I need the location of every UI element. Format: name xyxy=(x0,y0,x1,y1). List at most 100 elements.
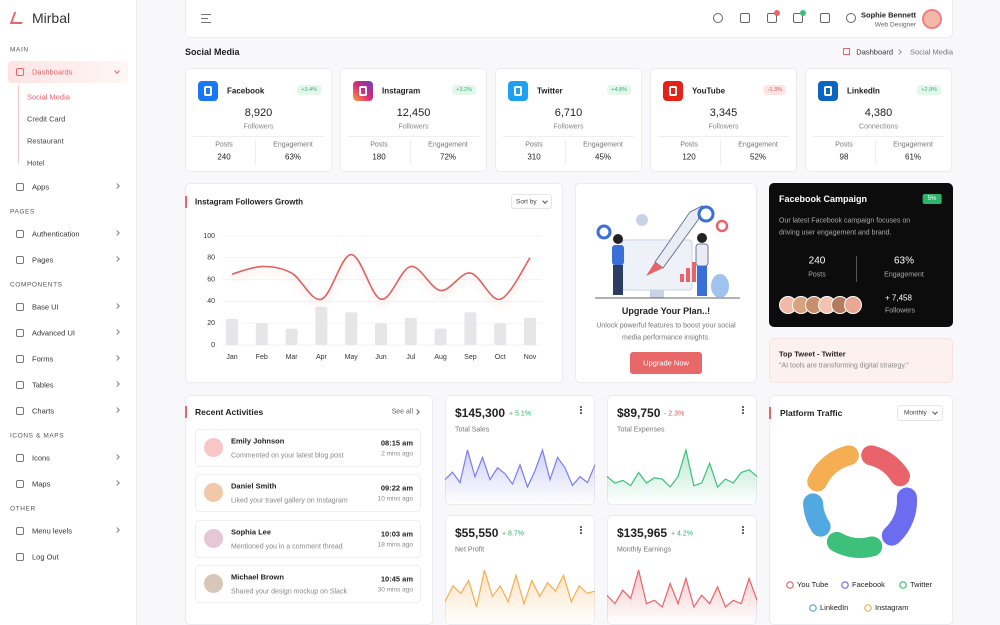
stat-value: $145,300 xyxy=(455,406,506,420)
activity-avatar xyxy=(204,483,223,503)
menu-dot[interactable] xyxy=(580,406,582,408)
social-icon-mark xyxy=(359,86,367,96)
menu-item[interactable]: Icons xyxy=(32,453,50,463)
header-icon[interactable] xyxy=(820,13,830,23)
menu-dot[interactable] xyxy=(742,529,744,531)
stat-label: Total Expenses xyxy=(617,426,665,434)
divider xyxy=(658,136,789,137)
menu-dot[interactable] xyxy=(580,409,582,411)
stat-label: Monthly Earnings xyxy=(617,546,672,554)
tweet-title: Top Tweet - Twitter xyxy=(779,349,846,359)
change-badge: +3.2% xyxy=(452,85,476,95)
menu-item[interactable]: Tables xyxy=(32,380,54,390)
submenu-item[interactable]: Social Media xyxy=(27,92,70,102)
count-label: Followers xyxy=(398,123,429,131)
menu-item[interactable]: Authentication xyxy=(32,229,80,239)
logo: Mirbal xyxy=(32,10,71,26)
submenu-item[interactable]: Hotel xyxy=(27,158,45,168)
stat-value: 61% xyxy=(904,152,922,162)
menu-dot[interactable] xyxy=(742,406,744,408)
campaign-text: driving user engagement and brand. xyxy=(779,229,892,237)
sort-label[interactable]: Sort by xyxy=(516,198,537,205)
sidebar xyxy=(0,0,137,625)
activity-item xyxy=(195,429,421,467)
title-accent xyxy=(185,196,187,208)
campaign-title: Facebook Campaign xyxy=(779,194,868,204)
upgrade-button-label[interactable]: Upgrade Now xyxy=(643,358,689,368)
header-icon[interactable] xyxy=(713,13,723,23)
count-label: Connections xyxy=(859,123,898,131)
section-title: ICONS & MAPS xyxy=(10,432,65,440)
period-label[interactable]: Monthly xyxy=(904,409,927,417)
menu-item[interactable]: Advanced UI xyxy=(32,328,75,338)
stat-label: Posts xyxy=(525,141,543,149)
stat-label: Posts xyxy=(215,141,233,149)
social-name: YouTube xyxy=(692,86,726,96)
breadcrumb-link[interactable]: Dashboard xyxy=(856,47,893,57)
divider xyxy=(813,136,944,137)
menu-toggle[interactable] xyxy=(201,14,211,15)
upgrade-button[interactable] xyxy=(630,352,702,374)
tweet-quote: "AI tools are transforming digital strat… xyxy=(779,362,909,370)
activity-item xyxy=(195,474,421,513)
period-button[interactable] xyxy=(897,405,943,421)
divider xyxy=(409,140,411,164)
menu-item[interactable]: Charts xyxy=(32,406,55,416)
menu-item[interactable]: Pages xyxy=(32,255,54,265)
menu-item[interactable]: Forms xyxy=(32,354,54,364)
menu-toggle[interactable] xyxy=(201,18,208,19)
section-title: COMPONENTS xyxy=(10,281,63,289)
stat-change: + 8.7% xyxy=(502,530,524,538)
activity-text: Shared your design mockup on Slack xyxy=(231,588,347,596)
menu-item[interactable]: Log Out xyxy=(32,552,59,562)
sort-button[interactable] xyxy=(511,194,552,209)
menu-item[interactable]: Base UI xyxy=(32,302,59,312)
avatar[interactable] xyxy=(922,9,942,29)
header-icon[interactable] xyxy=(793,13,803,23)
activity-ago: 2 mins ago xyxy=(381,450,413,458)
change-badge: +2.9% xyxy=(917,85,941,95)
see-all[interactable]: See all xyxy=(391,408,413,416)
social-icon xyxy=(198,81,218,101)
menu-dot[interactable] xyxy=(580,529,582,531)
stat-label: Posts xyxy=(370,141,388,149)
activity-item xyxy=(195,564,421,603)
stat-label: Posts xyxy=(680,141,698,149)
menu-item[interactable]: Maps xyxy=(32,479,51,489)
campaign-label: Engagement xyxy=(884,271,924,279)
divider xyxy=(856,256,857,282)
menu-dot[interactable] xyxy=(580,532,582,534)
social-icon-mark xyxy=(824,86,832,96)
submenu-item[interactable]: Restaurant xyxy=(27,136,64,146)
menu-icon xyxy=(16,329,24,337)
menu-icon xyxy=(16,183,24,191)
menu-dot[interactable] xyxy=(742,532,744,534)
header-icon[interactable] xyxy=(740,13,750,23)
menu-item[interactable]: Apps xyxy=(32,182,50,192)
stat-value: 120 xyxy=(682,152,696,162)
social-icon-mark xyxy=(669,86,677,96)
submenu-item[interactable]: Credit Card xyxy=(27,114,66,124)
stat-value: 310 xyxy=(527,152,541,162)
menu-icon xyxy=(16,355,24,363)
activity-text: Commented on your latest blog post xyxy=(231,452,344,460)
menu-dot[interactable] xyxy=(742,412,744,414)
header-icon[interactable] xyxy=(846,13,856,23)
stat-label: Posts xyxy=(835,141,853,149)
menu-dot[interactable] xyxy=(742,526,744,528)
menu-dot[interactable] xyxy=(580,526,582,528)
menu-toggle[interactable] xyxy=(201,22,211,23)
menu-item[interactable]: Dashboards xyxy=(32,67,73,77)
upgrade-text: media performance insights. xyxy=(622,334,710,342)
header-icon[interactable] xyxy=(767,13,777,23)
stat-value: 52% xyxy=(749,152,767,162)
menu-dot[interactable] xyxy=(742,409,744,411)
stat-value: $135,965 xyxy=(617,526,668,540)
count-label: Followers xyxy=(243,123,274,131)
menu-dot[interactable] xyxy=(580,412,582,414)
campaign-label: Posts xyxy=(808,271,826,279)
menu-active xyxy=(8,61,128,83)
activity-ago: 18 mins ago xyxy=(377,541,413,549)
menu-item[interactable]: Menu levels xyxy=(32,526,73,536)
